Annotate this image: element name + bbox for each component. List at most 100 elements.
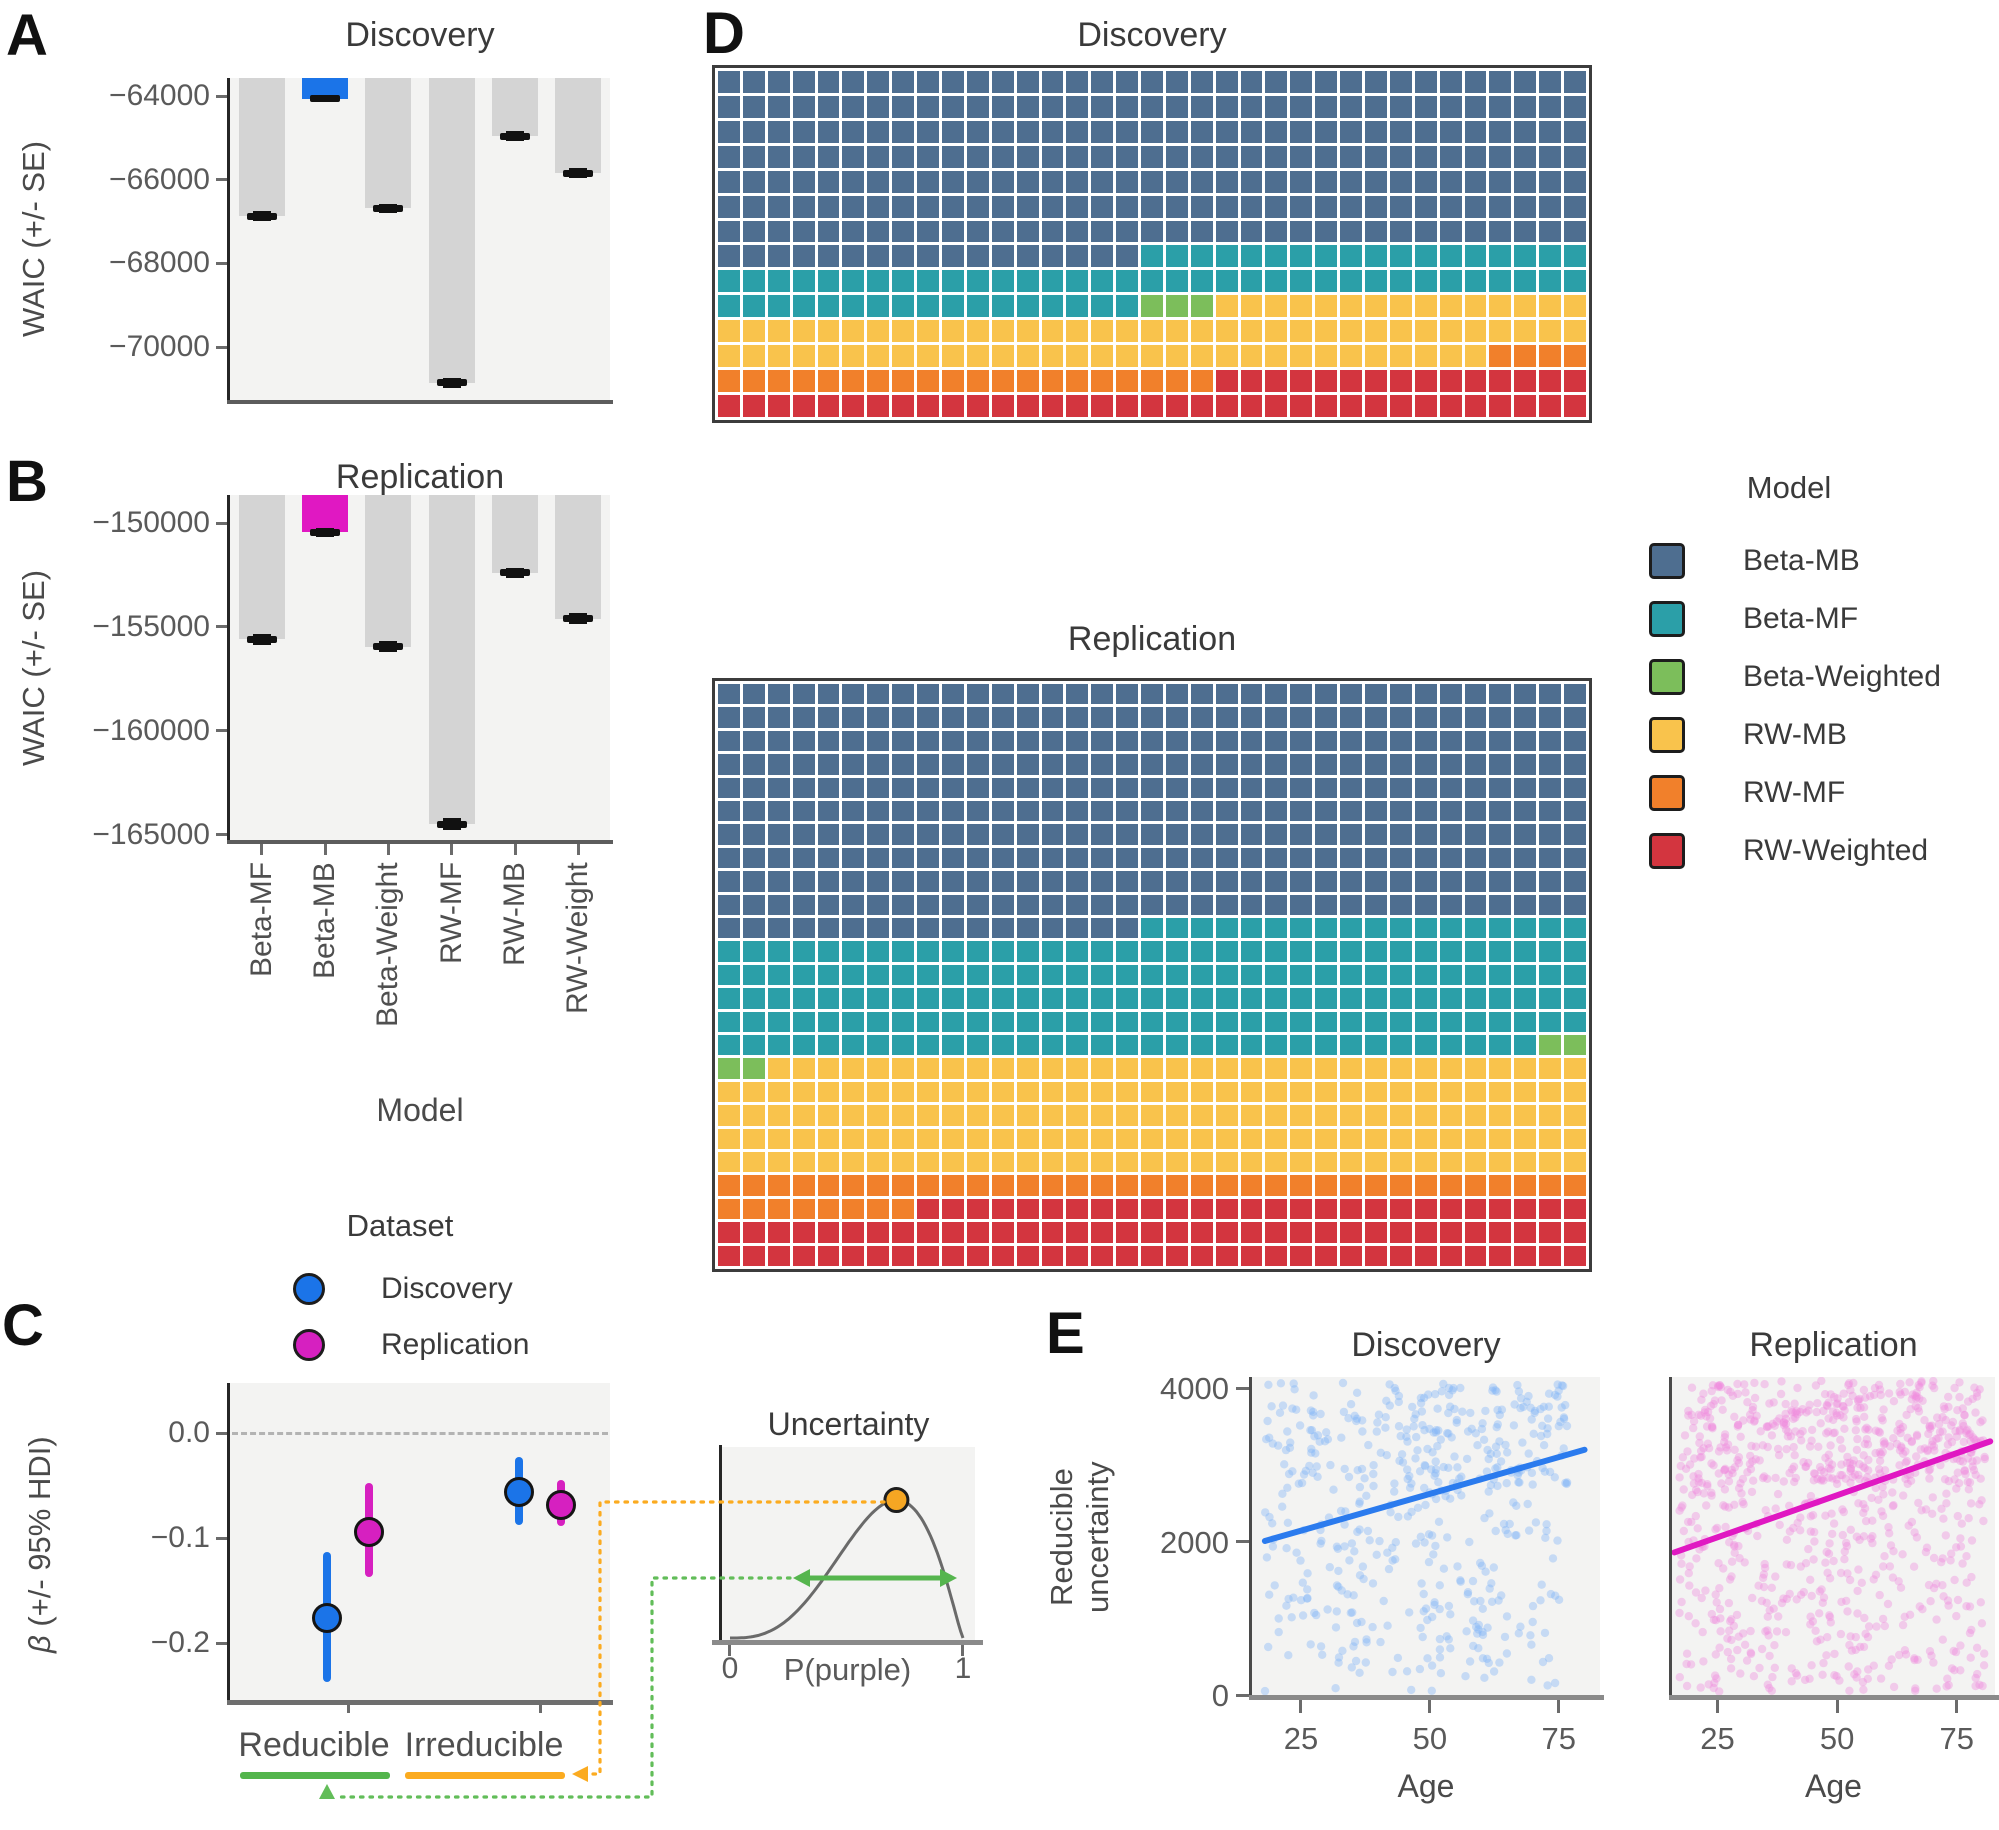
scatter-point [1681,1464,1691,1473]
scatter-point [1540,1467,1550,1476]
scatter-point [1690,1454,1699,1463]
scatter-point [1725,1538,1734,1547]
waffle-cell [1489,120,1512,143]
scatter-point [1960,1410,1969,1420]
scatter-point [1368,1622,1377,1632]
waffle-cell [842,1151,865,1173]
scatter-point [1723,1647,1732,1657]
waffle-cell [792,1058,815,1079]
waffle-cell [817,917,840,939]
waffle-cell [991,1245,1014,1266]
waffle-cell [1439,1245,1462,1266]
waffle-cell [718,270,740,293]
waffle-cell [1365,270,1387,293]
waffle-cell [767,145,790,168]
scatter-point [1833,1399,1842,1408]
scatter-point [1550,1678,1560,1688]
waffle-cell [991,894,1014,915]
scatter-point [1791,1427,1800,1436]
scatter-point [1483,1445,1492,1455]
waffle-cell [917,871,939,892]
waffle-cell [1464,220,1487,243]
scatter-point [1809,1476,1818,1485]
waffle-cell [718,1245,740,1266]
waffle-cell [1165,1128,1188,1149]
waffle-cell [1091,941,1114,962]
scatter-point [1268,1542,1278,1551]
scatter-point [1278,1489,1287,1498]
tick-mark [216,1536,229,1540]
waffle-cell [1215,1175,1238,1196]
panel-c-label: C [2,1293,44,1358]
scatter-point [1469,1641,1478,1651]
waffle-cell [867,71,890,93]
waffle-cell [1464,320,1487,343]
waffle-cell [842,800,865,822]
waffle-cell [817,320,840,343]
waffle-cell [792,1128,815,1149]
x-category-label: RW-MB [498,862,531,966]
waffle-cell [1514,754,1537,775]
scatter-point [1884,1523,1893,1532]
waffle-cell [718,1151,740,1173]
scatter-point [1702,1412,1711,1421]
waffle-cell [1564,395,1586,417]
waffle-cell [1066,917,1089,939]
scatter-point [1910,1655,1919,1665]
scatter-point [1448,1386,1457,1395]
waffle-cell [1464,847,1487,869]
scatter-point [1842,1541,1852,1551]
waffle-cell [1365,195,1387,218]
waffle-cell [1464,95,1487,118]
waffle-cell [1265,777,1288,798]
waffle-cell [1215,320,1238,343]
waffle-cell [991,871,1014,892]
scatter-point [1311,1449,1320,1458]
waffle-cell [1340,195,1363,218]
waffle-cell [1315,320,1338,343]
waffle-cell [867,320,890,343]
scatter-point [1906,1405,1915,1414]
waffle-cell [867,170,890,193]
scatter-point [1740,1640,1750,1649]
scatter-point [1443,1429,1452,1438]
scatter-point [1944,1433,1953,1442]
waffle-cell [1240,245,1263,268]
scatter-point [1332,1607,1341,1616]
waffle-cell [1116,1034,1139,1056]
waffle-cell [1315,824,1338,845]
scatter-point [1774,1612,1783,1621]
scatter-point [1452,1415,1461,1425]
scatter-point [1724,1477,1734,1486]
scatter-point [1499,1519,1509,1529]
scatter-point [1340,1520,1349,1529]
waffle-cell [917,941,939,962]
scatter-point [1516,1394,1526,1403]
legend-item: Beta-MB [1649,532,1941,590]
waffle-cell [1116,395,1139,417]
waffle-cell [1564,95,1586,118]
waffle-cell [1564,71,1586,93]
scatter-point [1699,1489,1709,1498]
waffle-cell [1116,988,1139,1009]
waffle-cell [867,894,890,915]
waffle-cell [1265,95,1288,118]
scatter-point [1861,1516,1871,1526]
scatter-point [1905,1378,1914,1387]
waffle-cell [718,370,740,393]
scatter-point [1959,1421,1968,1431]
scatter-point [1980,1649,1989,1658]
waffle-cell [1141,145,1163,168]
waffle-cell [792,270,815,293]
scatter-point [1980,1452,1989,1462]
scatter-point [1428,1448,1437,1457]
waffle-cell [742,871,765,892]
scatter-point [1887,1655,1896,1664]
scatter-point [1484,1454,1493,1464]
waffle-cell [1464,1034,1487,1056]
scatter-point [1763,1680,1772,1689]
waffle-cell [1340,295,1363,318]
scatter-point [1694,1474,1703,1483]
waffle-cell [1265,1081,1288,1103]
scatter-point [1556,1417,1565,1427]
